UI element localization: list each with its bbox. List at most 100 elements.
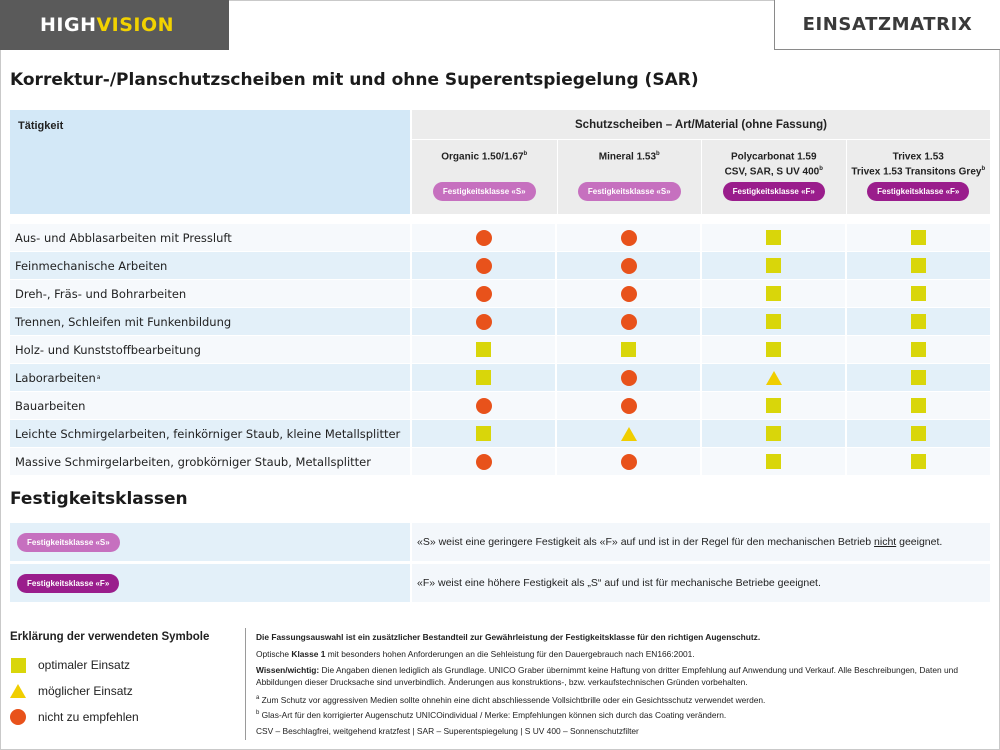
- rating-cell: [845, 308, 990, 335]
- legend-item: optimaler Einsatz: [10, 652, 245, 678]
- rating-cell: [555, 252, 700, 279]
- table-row: Feinmechanische Arbeiten: [10, 252, 990, 279]
- material-label-line1: Mineral 1.53: [598, 151, 657, 163]
- legend-label: nicht zu empfehlen: [38, 710, 139, 724]
- material-column-header: Organic 1.50/1.67b Festigkeitsklasse «S»: [412, 140, 557, 214]
- activity-label: Laborarbeiten: [15, 370, 96, 385]
- possible-triangle-icon: [765, 370, 782, 385]
- brand-logo: HIGH VISION: [0, 0, 229, 50]
- rating-cell: [700, 420, 845, 447]
- not-recommended-circle-icon: [475, 285, 492, 302]
- activity-cell: Holz- und Kunststoffbearbeitung: [10, 336, 410, 363]
- rating-cell: [555, 364, 700, 391]
- rating-cell: [555, 336, 700, 363]
- symbol-legend: Erklärung der verwendeten Symbole optima…: [10, 631, 245, 730]
- table-row: Laborarbeiten a: [10, 364, 990, 391]
- rating-cell: [700, 252, 845, 279]
- rating-cell: [845, 448, 990, 475]
- festigkeit-description: «S» weist eine geringere Festigkeit als …: [410, 523, 990, 561]
- abbreviations: CSV – Beschlagfrei, weitgehend kratzfest…: [256, 725, 639, 736]
- notes-wissen-text: Die Angaben dienen lediglich als Grundla…: [256, 665, 958, 687]
- not-recommended-circle-icon: [620, 397, 637, 414]
- divider: [245, 628, 246, 740]
- strength-class-pill: Festigkeitsklasse «F»: [17, 573, 120, 593]
- not-recommended-circle-icon: [620, 369, 637, 386]
- strength-class-pill: Festigkeitsklasse «F»: [722, 182, 825, 201]
- material-column-header: Polycarbonat 1.59 CSV, SAR, S UV 400b Fest…: [701, 140, 846, 214]
- table-row: Bauarbeiten: [10, 392, 990, 419]
- material-columns: Organic 1.50/1.67b Festigkeitsklasse «S» M…: [412, 140, 990, 214]
- material-label-line1: Organic 1.50/1.67: [441, 151, 524, 163]
- activity-label: Bauarbeiten: [15, 398, 86, 413]
- optimal-square-icon: [766, 342, 781, 357]
- table-row: Massive Schmirgelarbeiten, grobkörniger …: [10, 448, 990, 475]
- optimal-square-icon: [766, 314, 781, 329]
- optimal-square-icon: [911, 314, 926, 329]
- activity-label: Trennen, Schleifen mit Funkenbildung: [15, 314, 232, 329]
- optimal-square-icon: [911, 258, 926, 273]
- rating-cell: [410, 308, 555, 335]
- activity-cell: Massive Schmirgelarbeiten, grobkörniger …: [10, 448, 410, 475]
- strength-class-pill: Festigkeitsklasse «S»: [17, 532, 120, 552]
- festigkeit-row: Festigkeitsklasse «S» «S» weist eine geri…: [10, 523, 990, 561]
- legend-items: optimaler Einsatz möglicher Einsatz nicht …: [10, 652, 245, 730]
- header-badge-text: EINSATZMATRIX: [802, 14, 973, 35]
- festigkeit-text-after: geeignet.: [896, 536, 943, 548]
- rating-cell: [555, 392, 700, 419]
- festigkeit-text-underlined: nicht: [874, 536, 897, 548]
- rating-cell: [555, 224, 700, 251]
- rating-cell: [700, 224, 845, 251]
- table-row: Dreh-, Fräs- und Bohrarbeiten: [10, 280, 990, 307]
- notes-wissen: Wissen/wichtig: Die Angaben dienen ledig…: [256, 664, 991, 688]
- rating-cell: [410, 336, 555, 363]
- not-recommended-circle-icon: [620, 229, 637, 246]
- festigkeit-text-before: «S» weist eine geringere Festigkeit als …: [417, 536, 875, 548]
- strength-class-pill: Festigkeitsklasse «F»: [867, 182, 970, 201]
- optimal-square-icon: [766, 398, 781, 413]
- optimal-square-icon: [911, 370, 926, 385]
- rating-cell: [700, 308, 845, 335]
- table-row: Leichte Schmirgelarbeiten, feinkörniger …: [10, 420, 990, 447]
- rating-cell: [410, 420, 555, 447]
- rating-cell: [410, 392, 555, 419]
- material-label-line2-sup: b: [981, 166, 986, 173]
- rating-cell: [700, 364, 845, 391]
- footnote-b: b Glas-Art für den korrigierter Augensch…: [256, 707, 991, 721]
- material-label-line1: Polycarbonat 1.59: [730, 151, 817, 163]
- material-header: Schutzscheiben – Art/Material (ohne Fass…: [410, 110, 990, 214]
- festigkeit-text: «S» weist eine geringere Festigkeit als …: [417, 536, 942, 548]
- activity-cell: Feinmechanische Arbeiten: [10, 252, 410, 279]
- activity-footnote-mark: a: [96, 374, 101, 381]
- section-title-festigkeit: Festigkeitsklassen: [10, 489, 188, 509]
- not-recommended-circle-icon: [475, 313, 492, 330]
- optimal-square-icon: [766, 258, 781, 273]
- footnote-b-mark: b: [256, 709, 260, 716]
- rating-cell: [555, 420, 700, 447]
- brand-logo-part2: VISION: [96, 14, 175, 36]
- notes-headline: Die Fassungsauswahl ist ein zusätzlicher…: [256, 632, 761, 642]
- notes-optik: Optische Klasse 1 mit besonders hohen An…: [256, 648, 991, 660]
- notes-wissen-bold: Wissen/wichtig:: [256, 665, 320, 675]
- activity-label: Aus- und Abblasarbeiten mit Pressluft: [15, 230, 232, 245]
- material-label-line2-sup: b: [819, 166, 823, 173]
- optimal-square-icon: [766, 454, 781, 469]
- legend-symbol: [10, 709, 26, 725]
- material-label-line2: Trivex 1.53 Transitons Grey: [851, 166, 982, 178]
- not-recommended-circle-icon: [620, 257, 637, 274]
- rating-cell: [845, 392, 990, 419]
- notes-optik-bold: Klasse 1: [291, 649, 326, 659]
- optimal-square-icon: [911, 230, 926, 245]
- header-badge: EINSATZMATRIX: [774, 0, 1000, 50]
- optimal-square-icon: [621, 342, 636, 357]
- festigkeit-row: Festigkeitsklasse «F» «F» weist eine höhe…: [10, 564, 990, 602]
- optimal-square-icon: [911, 342, 926, 357]
- legend-symbol: [10, 684, 26, 698]
- optimal-square-icon: [10, 657, 26, 673]
- material-label: Trivex 1.53 Trivex 1.53 Transitons Greyb: [851, 148, 986, 178]
- not-recommended-circle-icon: [475, 453, 492, 470]
- activity-column-header: Tätigkeit: [10, 110, 410, 214]
- rating-cell: [700, 336, 845, 363]
- optimal-square-icon: [476, 342, 491, 357]
- legend-label: möglicher Einsatz: [38, 684, 133, 698]
- not-recommended-circle-icon: [10, 709, 26, 725]
